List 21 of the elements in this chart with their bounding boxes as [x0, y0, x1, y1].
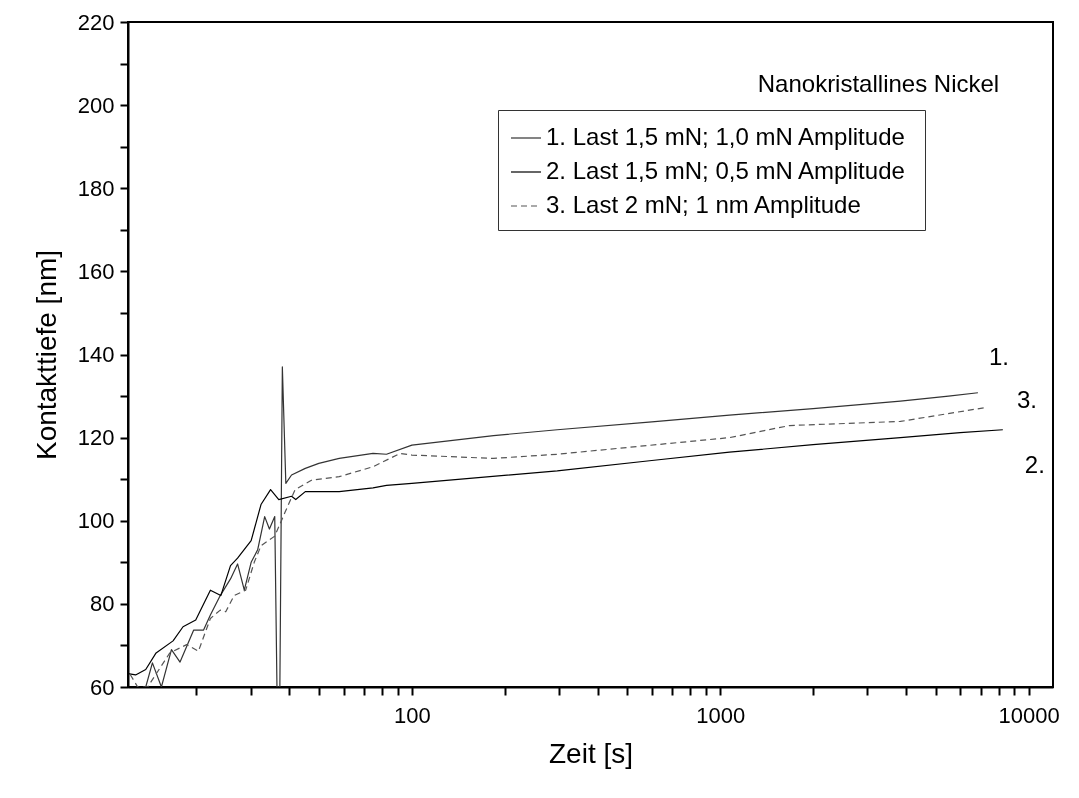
legend-label: 3. Last 2 mN; 1 nm Amplitude — [546, 191, 861, 218]
y-tick-label: 100 — [77, 508, 115, 534]
text: Nanokristallines Nickel — [757, 70, 1000, 97]
y-tick-label: 140 — [77, 342, 115, 367]
legend-label: 1. Last 1,5 mN; 1,0 mN Amplitude — [546, 123, 905, 150]
annotation: 1. — [988, 342, 1009, 370]
annotation: 3. — [1016, 386, 1038, 414]
legend-label: 2. Last 1,5 mN; 0,5 mN Amplitude — [546, 157, 905, 184]
y-tick-label: 220 — [77, 9, 115, 35]
x-axis-title: Zeit [s] — [548, 737, 634, 769]
x-tick-label: 1000 — [696, 702, 746, 728]
x-tick-label: 100 — [394, 702, 431, 728]
y-tick-label: 200 — [77, 92, 115, 118]
y-tick-label: 180 — [77, 175, 115, 201]
y-tick-label: 80 — [90, 591, 115, 617]
annotation: 2. — [1024, 450, 1045, 478]
y-tick-label: 160 — [77, 258, 115, 284]
y-axis-title: Kontakttiefe [nm] — [30, 249, 62, 461]
x-tick-label: 10000 — [998, 702, 1060, 728]
y-tick-label: 120 — [77, 425, 115, 451]
y-tick-label: 60 — [90, 674, 115, 700]
